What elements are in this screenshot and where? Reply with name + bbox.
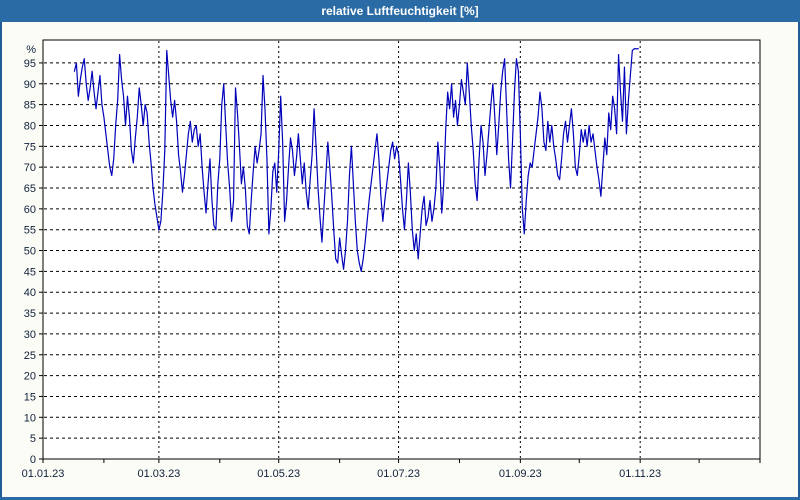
plot-frame	[42, 39, 761, 460]
chart-title: relative Luftfeuchtigkeit [%]	[321, 4, 479, 18]
y-axis-labels: 0 5 10 15 20 25 30 35 40 45 50 55 60 65 70 75 80 85 90 95%	[24, 44, 36, 466]
svg-text:0: 0	[30, 454, 36, 466]
svg-text:55: 55	[24, 225, 36, 237]
svg-text:35: 35	[24, 308, 36, 320]
svg-text:65: 65	[24, 183, 36, 195]
svg-text:25: 25	[24, 350, 36, 362]
svg-text:60: 60	[24, 204, 36, 216]
series-line-relative-luftfeuchtigkeit	[73, 48, 639, 272]
svg-text:95: 95	[24, 58, 36, 70]
svg-text:01.03.23: 01.03.23	[137, 468, 180, 480]
svg-text:40: 40	[24, 287, 36, 299]
svg-text:5: 5	[30, 433, 36, 445]
svg-text:50: 50	[24, 246, 36, 258]
svg-text:20: 20	[24, 371, 36, 383]
svg-text:80: 80	[24, 120, 36, 132]
svg-text:75: 75	[24, 141, 36, 153]
svg-text:90: 90	[24, 79, 36, 91]
window-border	[0, 22, 800, 500]
svg-text:45: 45	[24, 266, 36, 278]
title-bar: relative Luftfeuchtigkeit [%]	[0, 0, 800, 22]
plot-area	[43, 40, 760, 459]
svg-text:01.11.23: 01.11.23	[619, 468, 661, 480]
gridlines	[44, 41, 759, 458]
svg-text:70: 70	[24, 162, 36, 174]
svg-text:30: 30	[24, 329, 36, 341]
svg-text:01.01.23: 01.01.23	[22, 468, 65, 480]
svg-text:15: 15	[24, 391, 36, 403]
svg-text:85: 85	[24, 100, 36, 112]
svg-text:01.05.23: 01.05.23	[257, 468, 300, 480]
svg-text:01.07.23: 01.07.23	[377, 468, 420, 480]
axis-ticks	[39, 62, 761, 463]
svg-text:01.09.23: 01.09.23	[499, 468, 542, 480]
x-axis-labels: 01.01.23 01.03.23 01.05.23 01.07.23 01.09.23…	[22, 468, 662, 480]
svg-text:10: 10	[24, 412, 36, 424]
y-axis-unit-label: %	[26, 44, 36, 56]
